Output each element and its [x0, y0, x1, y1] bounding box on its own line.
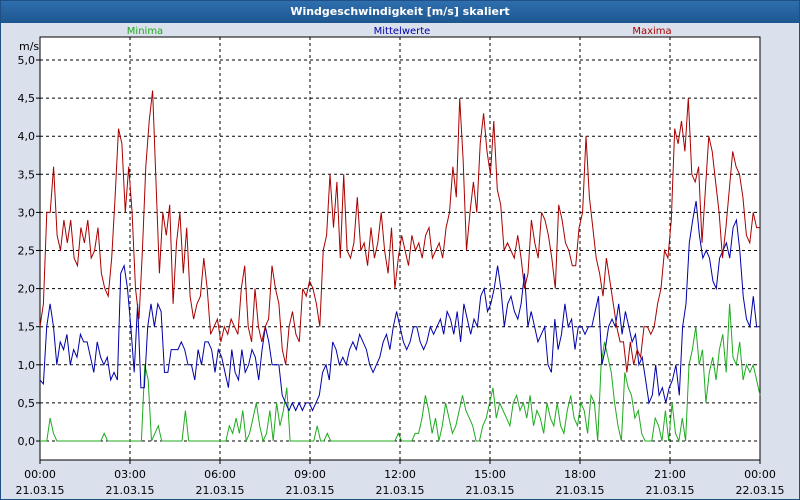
x-tick-time: 06:00	[204, 468, 236, 481]
x-tick-time: 18:00	[564, 468, 596, 481]
y-tick-label: 4,5	[18, 92, 36, 105]
legend-mittelwerte: Mittelwerte	[374, 26, 431, 37]
series-line-maxima	[39, 90, 760, 373]
y-tick-label: 3,0	[18, 206, 36, 219]
x-tick-time: 12:00	[384, 468, 416, 481]
y-tick-label: 4,0	[18, 130, 36, 143]
x-tick-date: 21.03.15	[466, 484, 515, 497]
x-tick-date: 21.03.15	[646, 484, 695, 497]
x-tick-time: 00:00	[24, 468, 56, 481]
y-tick-label: 3,5	[18, 168, 36, 181]
y-axis-label: m/s	[19, 40, 39, 53]
x-tick-time: 00:00	[744, 468, 776, 481]
x-tick-date: 21.03.15	[16, 484, 65, 497]
legend-minima: Minima	[127, 26, 163, 37]
x-tick-date: 22.03.15	[736, 484, 785, 497]
y-tick-label: 0,0	[18, 435, 36, 448]
x-tick-date: 21.03.15	[286, 484, 335, 497]
x-tick-time: 15:00	[474, 468, 506, 481]
window-title: Windgeschwindigkeit [m/s] skaliert	[1, 1, 799, 23]
x-tick-date: 21.03.15	[106, 484, 155, 497]
y-tick-label: 5,0	[18, 54, 36, 67]
y-tick-label: 0,5	[18, 397, 36, 410]
legend-maxima: Maxima	[632, 26, 671, 37]
x-tick-date: 21.03.15	[556, 484, 605, 497]
series-line-minima	[40, 303, 761, 443]
x-tick-time: 03:00	[114, 468, 146, 481]
series-line-mittelwerte	[39, 200, 760, 412]
y-tick-label: 1,5	[18, 321, 36, 334]
x-tick-time: 21:00	[654, 468, 686, 481]
y-tick-label: 2,5	[18, 245, 36, 258]
y-tick-label: 2,0	[18, 283, 36, 296]
x-tick-date: 21.03.15	[376, 484, 425, 497]
y-tick-label: 1,0	[18, 359, 36, 372]
x-tick-date: 21.03.15	[196, 484, 245, 497]
x-tick-time: 09:00	[294, 468, 326, 481]
